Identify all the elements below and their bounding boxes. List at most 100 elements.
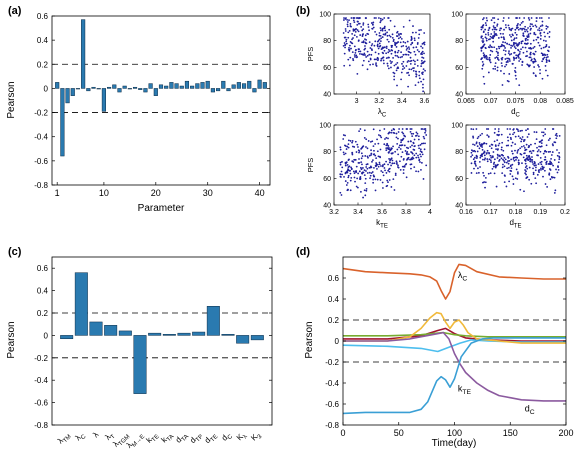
scatter-point [532, 173, 535, 176]
scatter-point [368, 53, 371, 56]
scatter-point [402, 169, 405, 171]
scatter-point [533, 31, 536, 34]
scatter-point [486, 160, 489, 163]
scatter-point [525, 143, 528, 146]
scatter-point [508, 50, 510, 53]
scatter-point [535, 20, 538, 23]
scatter-point [344, 28, 347, 30]
scatter-point [542, 57, 545, 60]
scatter-point [512, 41, 515, 44]
scatter-point [495, 185, 498, 188]
scatter-point [353, 172, 356, 175]
x-axis-label-sub: TE [380, 223, 388, 229]
scatter-point [542, 175, 544, 178]
scatter-point [556, 171, 559, 174]
scatter-point [482, 45, 485, 48]
scatter-point [384, 29, 387, 32]
scatter-point [372, 128, 375, 131]
scatter-point [503, 28, 505, 31]
scatter-point [366, 68, 369, 71]
scatter-point [506, 167, 509, 170]
scatter-point [514, 28, 517, 31]
scatter-point [405, 53, 408, 56]
scatter-point [377, 165, 380, 168]
x-tick-label: 3.6 [377, 209, 387, 216]
scatter-point [525, 170, 527, 173]
scatter-point [497, 45, 500, 48]
scatter-point [375, 157, 378, 160]
scatter-point [373, 44, 376, 47]
scatter-point [485, 142, 488, 145]
scatter-point [376, 150, 379, 153]
scatter-point [397, 166, 399, 168]
scatter-point [402, 60, 405, 63]
scatter-point [500, 62, 503, 65]
scatter-point [408, 74, 410, 77]
scatter-point [547, 139, 550, 142]
scatter-point [515, 168, 518, 171]
scatter-point [491, 167, 494, 170]
scatter-point [364, 38, 366, 41]
scatter-point [520, 138, 523, 141]
scatter-point [477, 167, 479, 170]
bar [250, 335, 264, 341]
scatter-point [375, 58, 377, 61]
scatter-point [495, 56, 498, 59]
y-axis-label: Pearson [6, 81, 17, 118]
scatter-point [473, 144, 476, 146]
scatter-point [356, 186, 359, 189]
y-tick-label: 60 [455, 176, 463, 183]
bar [133, 335, 147, 394]
scatter-point [350, 176, 353, 179]
scatter-point [537, 169, 540, 172]
scatter-point [557, 161, 560, 164]
scatter-point [342, 32, 345, 34]
scatter-point [342, 44, 345, 47]
scatter-point [377, 17, 380, 19]
scatter-point [368, 166, 371, 169]
scatter-point [497, 18, 500, 21]
scatter-point [381, 18, 384, 21]
scatter-point [483, 151, 486, 154]
scatter-point [397, 41, 400, 43]
scatter-point [475, 157, 478, 160]
bar [153, 88, 158, 96]
scatter-point [492, 25, 495, 28]
scatter-point [422, 57, 425, 59]
scatter-point [535, 138, 538, 140]
scatter-point [508, 58, 511, 61]
scatter-point [372, 63, 374, 66]
scatter-point [387, 56, 390, 59]
scatter-point [508, 53, 511, 56]
scatter-point [350, 47, 352, 50]
scatter-point [525, 55, 527, 58]
scatter-point [507, 160, 509, 162]
scatter-point [384, 46, 386, 49]
scatter-point [524, 166, 527, 169]
x-tick-label: 40 [255, 188, 265, 198]
scatter-point [374, 154, 377, 157]
scatter-point [558, 158, 561, 161]
scatter-point [521, 61, 524, 64]
scatter-point [417, 37, 420, 39]
scatter-point [371, 49, 373, 51]
scatter-point [528, 18, 531, 21]
scatter-point [493, 46, 496, 49]
bar [192, 331, 206, 336]
bar [257, 79, 262, 89]
scatter-point [495, 48, 498, 50]
scatter-point [413, 145, 416, 148]
scatter-point [354, 140, 357, 143]
scatter-point [540, 142, 543, 145]
scatter-point [513, 59, 515, 61]
axes-box [51, 256, 273, 426]
scatter-point [485, 17, 488, 19]
scatter-point [343, 19, 345, 21]
scatter-point [373, 149, 375, 152]
scatter-point [387, 163, 389, 166]
scatter-point [347, 174, 350, 177]
scatter-point [409, 130, 412, 133]
scatter-point [372, 26, 375, 29]
x-tick-label: dTP [188, 430, 205, 447]
scatter-point [379, 27, 382, 29]
